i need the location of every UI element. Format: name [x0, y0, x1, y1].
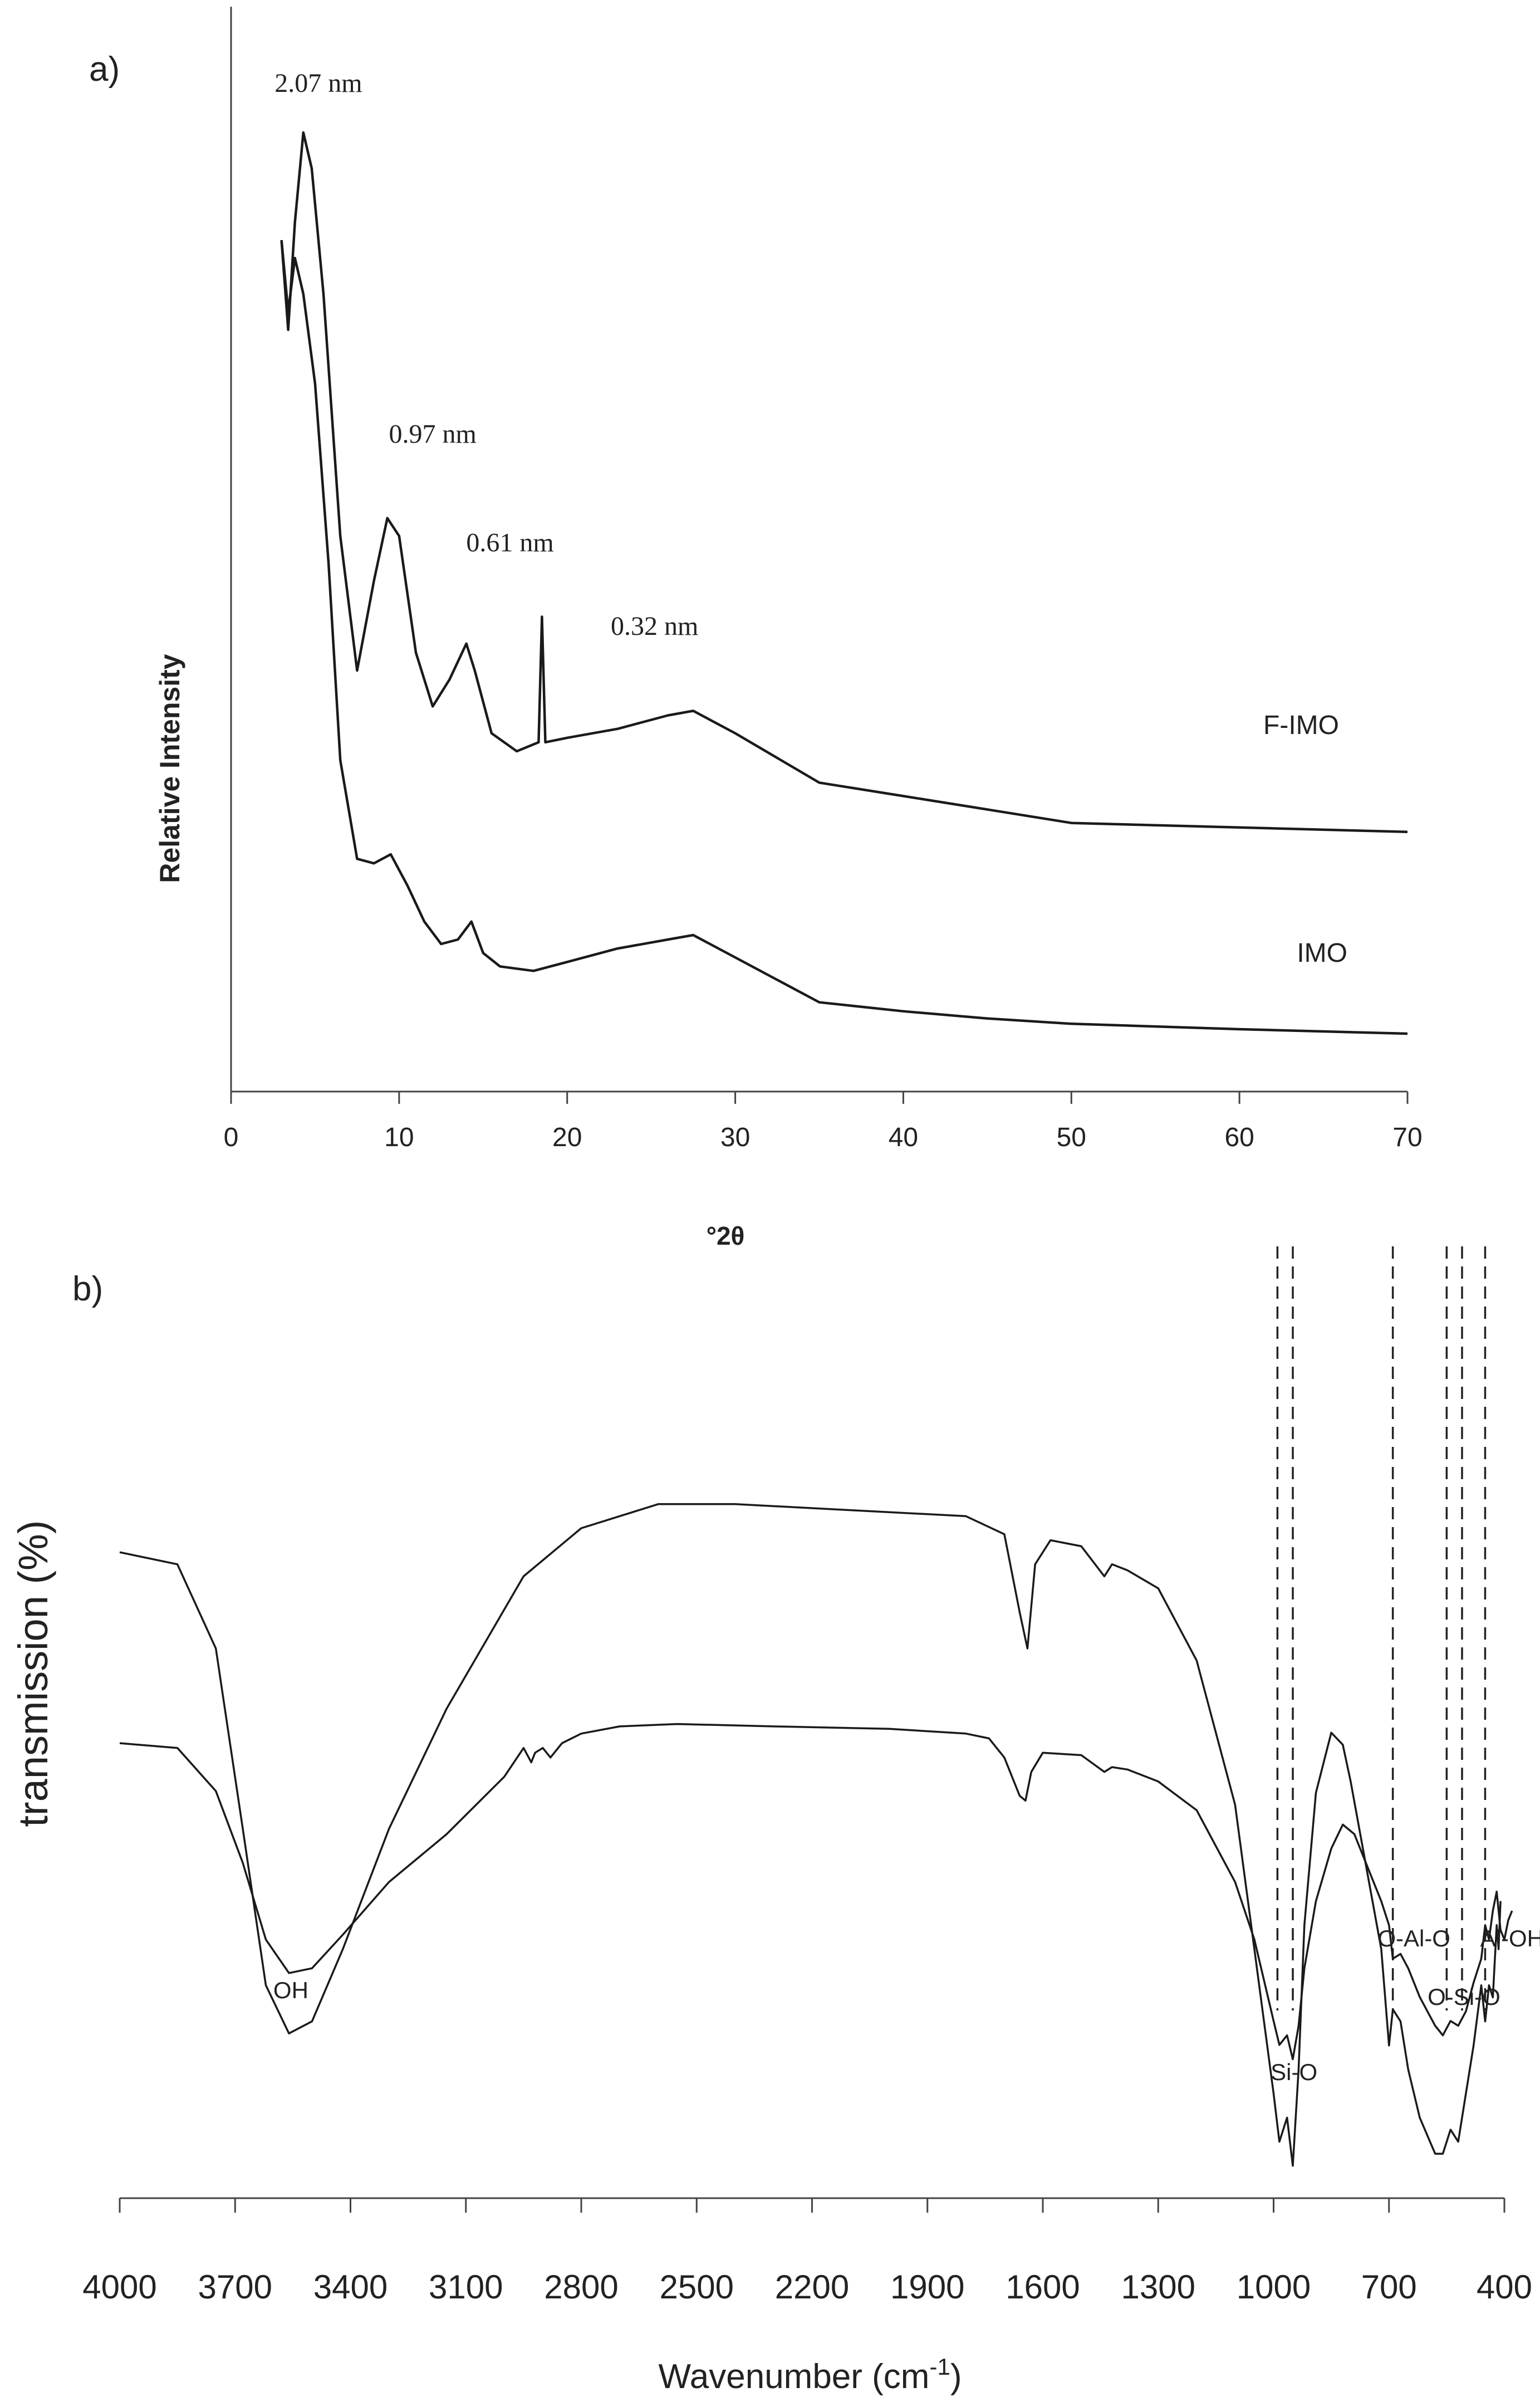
band-label: O-Si-O — [1428, 1984, 1500, 2010]
band-label: O-Al-O — [1377, 1925, 1450, 1951]
legend-imo: IMO — [1297, 938, 1347, 968]
d-spacing-annotations: 2.07 nm 0.97 nm 0.61 nm 0.32 nm — [274, 69, 698, 641]
x-axis-label-b: Wavenumber (cm-1) — [659, 2354, 962, 2396]
xrd-line-imo — [280, 239, 1408, 1035]
x-tick-label-a: 30 — [720, 1123, 750, 1152]
x-axis-label-a: °2θ — [707, 1221, 745, 1250]
band-label: Si-O — [1271, 2059, 1317, 2085]
xrd-panel: a) Relative Intensity 0 10 20 30 40 50 60 70 2.… — [89, 7, 1423, 1250]
x-tick-label-a: 70 — [1392, 1123, 1422, 1152]
x-tick-label-b: 400 — [1477, 2268, 1532, 2306]
x-tick-label-b: 2500 — [660, 2268, 734, 2306]
x-tick-label-b: 4000 — [82, 2268, 156, 2306]
panel-b-label: b) — [72, 1270, 103, 1308]
x-tick-label-a: 20 — [552, 1123, 582, 1152]
x-tick-label-b: 3700 — [198, 2268, 272, 2306]
x-tick-label-b: 2800 — [544, 2268, 618, 2306]
d-spacing-label: 0.97 nm — [389, 419, 477, 449]
d-spacing-label: 2.07 nm — [274, 69, 362, 98]
x-tick-label-b: 1900 — [890, 2268, 964, 2306]
x-tick-label-b: 2200 — [775, 2268, 849, 2306]
d-spacing-label: 0.61 nm — [466, 528, 553, 557]
panel-a-label: a) — [89, 50, 120, 89]
band-dashed-lines — [1276, 1246, 1487, 2010]
x-tick-label-b: 3400 — [313, 2268, 388, 2306]
x-tick-label-b: 1300 — [1121, 2268, 1195, 2306]
x-tick-label-b: 1000 — [1237, 2268, 1311, 2306]
x-ticks-a: 0 10 20 30 40 50 60 70 — [224, 1092, 1423, 1152]
ftir-panel: b) transmission (%) OH Si-O O-Al-O O-Si-O Al… — [10, 1246, 1540, 2396]
xrd-lines — [280, 131, 1408, 1035]
x-tick-label-a: 40 — [889, 1123, 918, 1152]
x-ticks-b: 4000 3700 3400 3100 2800 2500 2200 1900 1600 1300… — [82, 2198, 1532, 2306]
x-tick-label-b: 1600 — [1006, 2268, 1080, 2306]
ftir-line-upper — [119, 1503, 1502, 2167]
band-label: OH — [273, 1977, 308, 2003]
legend-f-imo: F-IMO — [1263, 711, 1339, 740]
xrd-line-f-imo — [280, 131, 1408, 834]
x-tick-label-a: 0 — [224, 1123, 239, 1152]
ftir-lines — [119, 1503, 1513, 2167]
band-label: Al-OH — [1480, 1925, 1540, 1951]
y-axis-label-b: transmission (%) — [10, 1520, 56, 1827]
x-tick-label-a: 50 — [1057, 1123, 1086, 1152]
y-axis-label-a: Relative Intensity — [154, 654, 185, 883]
ftir-line-lower — [119, 1723, 1513, 2061]
x-tick-label-b: 3100 — [429, 2268, 503, 2306]
d-spacing-label: 0.32 nm — [611, 611, 698, 641]
band-labels: OH Si-O O-Al-O O-Si-O Al-OH — [273, 1925, 1540, 2085]
x-tick-label-b: 700 — [1361, 2268, 1417, 2306]
x-tick-label-a: 10 — [384, 1123, 414, 1152]
x-tick-label-a: 60 — [1224, 1123, 1254, 1152]
